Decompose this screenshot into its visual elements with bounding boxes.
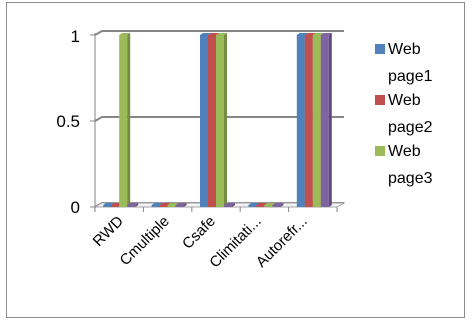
- bar-front: [175, 205, 184, 207]
- bar-front: [111, 205, 120, 207]
- bar-front: [312, 35, 321, 207]
- gridline: [94, 30, 344, 36]
- legend-label: Web: [388, 92, 421, 109]
- bar-top: [208, 33, 219, 35]
- legend-label: page2: [388, 119, 433, 136]
- legend-swatch-web-page2: [375, 95, 385, 105]
- bar-front: [272, 205, 281, 207]
- bar-top: [224, 203, 235, 205]
- x-category-labels: RWD Cmultiple Csafe Climitati... Autoref…: [90, 213, 311, 272]
- y-tick-label: 0: [71, 198, 80, 217]
- bar-top: [320, 33, 332, 35]
- bar-top: [119, 33, 131, 35]
- bar-top: [159, 203, 171, 205]
- bar-front: [127, 205, 136, 207]
- x-category-label: RWD: [90, 213, 127, 250]
- bar-side: [232, 203, 235, 207]
- bar-top: [272, 203, 284, 205]
- bar-front: [264, 205, 273, 207]
- bar-front: [208, 35, 216, 207]
- y-tick-label: 0.5: [56, 112, 80, 131]
- bar: [119, 33, 131, 207]
- y-tick-label: 1: [71, 27, 80, 46]
- legend-swatch-web-page1: [375, 44, 385, 54]
- bar-side: [280, 203, 284, 207]
- bar-front: [167, 205, 176, 207]
- bar-front: [296, 35, 305, 207]
- bar-top: [256, 203, 268, 205]
- bar-top: [103, 203, 115, 205]
- bar: [224, 203, 235, 207]
- bar-top: [200, 33, 211, 35]
- bar-side: [183, 203, 187, 207]
- bar-top: [312, 33, 324, 35]
- bar-front: [200, 35, 208, 207]
- bar-top: [127, 203, 139, 205]
- bar-front: [216, 35, 224, 207]
- y-tick-labels: 0 0.5 1: [56, 27, 80, 217]
- legend-label: page1: [388, 68, 433, 85]
- bar: [216, 33, 227, 207]
- bar-top: [151, 203, 163, 205]
- bar-front: [151, 205, 160, 207]
- legend: Web page1 Web page2 Web page3: [375, 41, 433, 187]
- x-category-label: Autorefr...: [253, 213, 311, 271]
- bar-side: [127, 33, 131, 207]
- bar-front: [248, 205, 257, 207]
- bar-top: [216, 33, 227, 35]
- bar-front: [320, 35, 329, 207]
- bar-top: [175, 203, 187, 205]
- bar: [127, 203, 139, 207]
- bar-top: [296, 33, 308, 35]
- bar-front: [159, 205, 168, 207]
- bar-top: [304, 33, 316, 35]
- legend-label: Web: [388, 143, 421, 160]
- bar-front: [256, 205, 265, 207]
- bar-front: [224, 205, 232, 207]
- bar-front: [119, 35, 128, 207]
- bar-side: [328, 33, 332, 207]
- bar-front: [103, 205, 112, 207]
- legend-swatch-web-page3: [375, 146, 385, 156]
- bar-side: [135, 203, 139, 207]
- bar: [272, 203, 284, 207]
- bars: [103, 33, 332, 207]
- bar-top: [248, 203, 260, 205]
- legend-label: Web: [388, 41, 421, 58]
- bar-side: [224, 33, 227, 207]
- bar: [175, 203, 187, 207]
- bar-front: [304, 35, 313, 207]
- bar-top: [264, 203, 276, 205]
- chart-frame: [6, 2, 465, 318]
- x-category-label: Csafe: [179, 213, 219, 253]
- x-category-label: Cmultiple: [117, 213, 173, 269]
- bar-top: [167, 203, 179, 205]
- gridline: [94, 116, 344, 122]
- legend-label: page3: [388, 170, 433, 187]
- bar: [320, 33, 332, 207]
